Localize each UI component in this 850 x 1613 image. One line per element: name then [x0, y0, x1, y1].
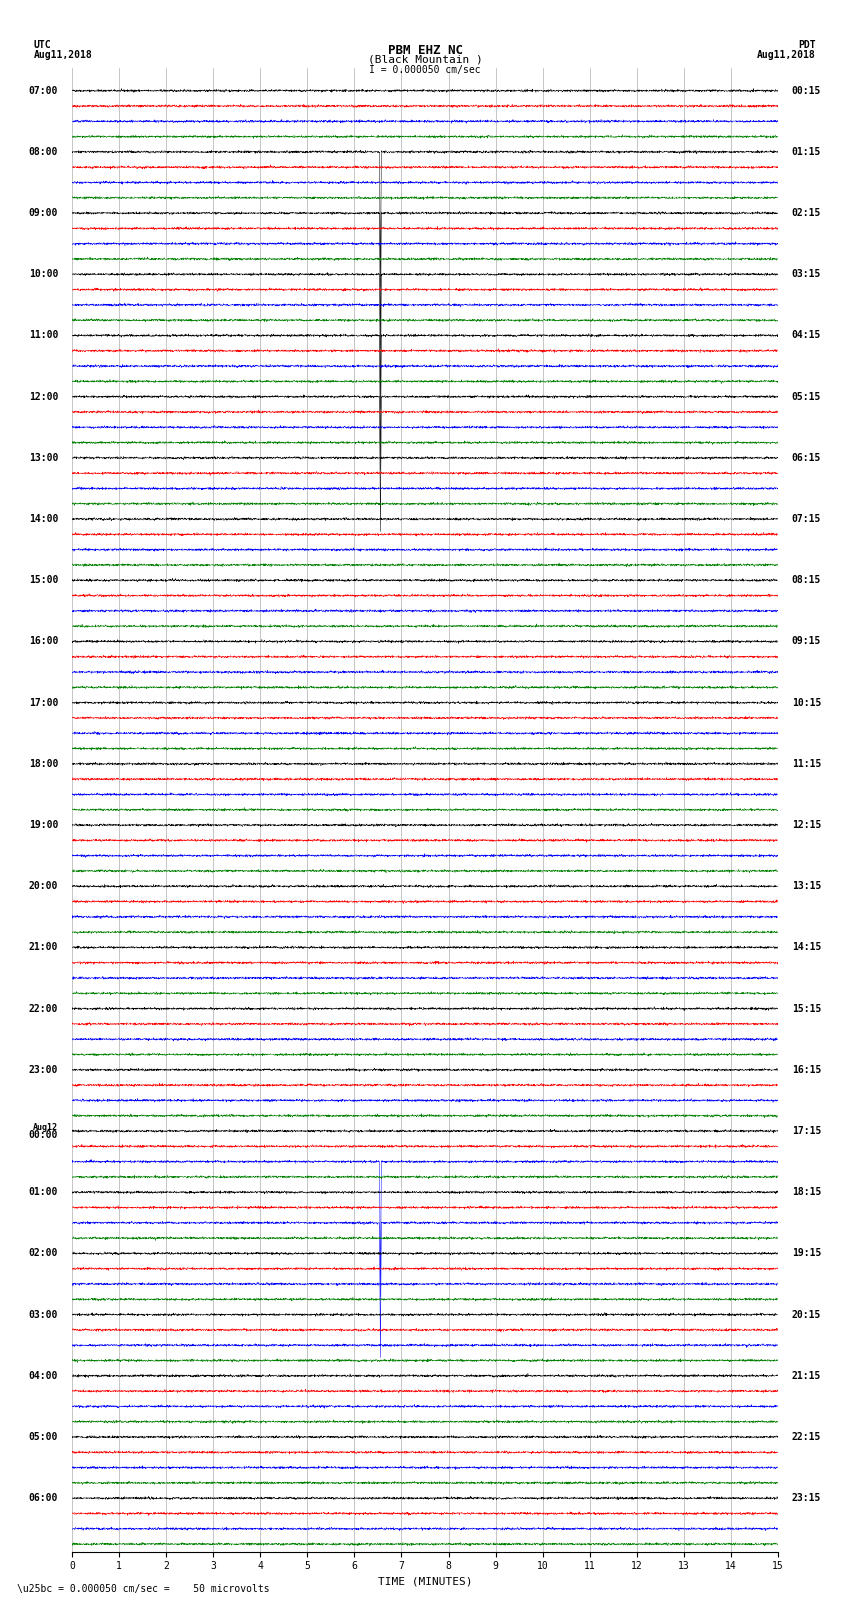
- X-axis label: TIME (MINUTES): TIME (MINUTES): [377, 1578, 473, 1587]
- Text: 01:15: 01:15: [792, 147, 821, 156]
- Text: 16:00: 16:00: [29, 637, 58, 647]
- Text: 22:00: 22:00: [29, 1003, 58, 1013]
- Text: 19:00: 19:00: [29, 819, 58, 831]
- Text: 06:15: 06:15: [792, 453, 821, 463]
- Text: 17:00: 17:00: [29, 698, 58, 708]
- Text: 15:15: 15:15: [792, 1003, 821, 1013]
- Text: 21:00: 21:00: [29, 942, 58, 952]
- Text: 18:00: 18:00: [29, 758, 58, 769]
- Text: 05:00: 05:00: [29, 1432, 58, 1442]
- Text: 08:00: 08:00: [29, 147, 58, 156]
- Text: 08:15: 08:15: [792, 576, 821, 586]
- Text: 00:00: 00:00: [29, 1129, 58, 1140]
- Text: 11:15: 11:15: [792, 758, 821, 769]
- Text: 01:00: 01:00: [29, 1187, 58, 1197]
- Text: 09:00: 09:00: [29, 208, 58, 218]
- Text: 03:00: 03:00: [29, 1310, 58, 1319]
- Text: 10:00: 10:00: [29, 269, 58, 279]
- Text: Aug11,2018: Aug11,2018: [34, 50, 93, 60]
- Text: 22:15: 22:15: [792, 1432, 821, 1442]
- Text: PDT: PDT: [798, 40, 816, 50]
- Text: 03:15: 03:15: [792, 269, 821, 279]
- Text: 21:15: 21:15: [792, 1371, 821, 1381]
- Text: 15:00: 15:00: [29, 576, 58, 586]
- Text: \u25bc = 0.000050 cm/sec =    50 microvolts: \u25bc = 0.000050 cm/sec = 50 microvolts: [17, 1584, 269, 1594]
- Text: 04:15: 04:15: [792, 331, 821, 340]
- Text: (Black Mountain ): (Black Mountain ): [367, 55, 483, 65]
- Text: UTC: UTC: [34, 40, 52, 50]
- Text: 19:15: 19:15: [792, 1248, 821, 1258]
- Text: 05:15: 05:15: [792, 392, 821, 402]
- Text: Aug12: Aug12: [33, 1123, 58, 1132]
- Text: 02:15: 02:15: [792, 208, 821, 218]
- Text: 23:15: 23:15: [792, 1494, 821, 1503]
- Text: 07:00: 07:00: [29, 85, 58, 95]
- Text: 17:15: 17:15: [792, 1126, 821, 1136]
- Text: Aug11,2018: Aug11,2018: [757, 50, 816, 60]
- Text: PBM EHZ NC: PBM EHZ NC: [388, 44, 462, 58]
- Text: 18:15: 18:15: [792, 1187, 821, 1197]
- Text: 11:00: 11:00: [29, 331, 58, 340]
- Text: 14:15: 14:15: [792, 942, 821, 952]
- Text: I = 0.000050 cm/sec: I = 0.000050 cm/sec: [369, 65, 481, 76]
- Text: 13:00: 13:00: [29, 453, 58, 463]
- Text: 16:15: 16:15: [792, 1065, 821, 1074]
- Text: 09:15: 09:15: [792, 637, 821, 647]
- Text: 13:15: 13:15: [792, 881, 821, 892]
- Text: 02:00: 02:00: [29, 1248, 58, 1258]
- Text: 23:00: 23:00: [29, 1065, 58, 1074]
- Text: 06:00: 06:00: [29, 1494, 58, 1503]
- Text: 20:00: 20:00: [29, 881, 58, 892]
- Text: 12:00: 12:00: [29, 392, 58, 402]
- Text: 14:00: 14:00: [29, 515, 58, 524]
- Text: 07:15: 07:15: [792, 515, 821, 524]
- Text: 04:00: 04:00: [29, 1371, 58, 1381]
- Text: 00:15: 00:15: [792, 85, 821, 95]
- Text: 10:15: 10:15: [792, 698, 821, 708]
- Text: 20:15: 20:15: [792, 1310, 821, 1319]
- Text: 12:15: 12:15: [792, 819, 821, 831]
